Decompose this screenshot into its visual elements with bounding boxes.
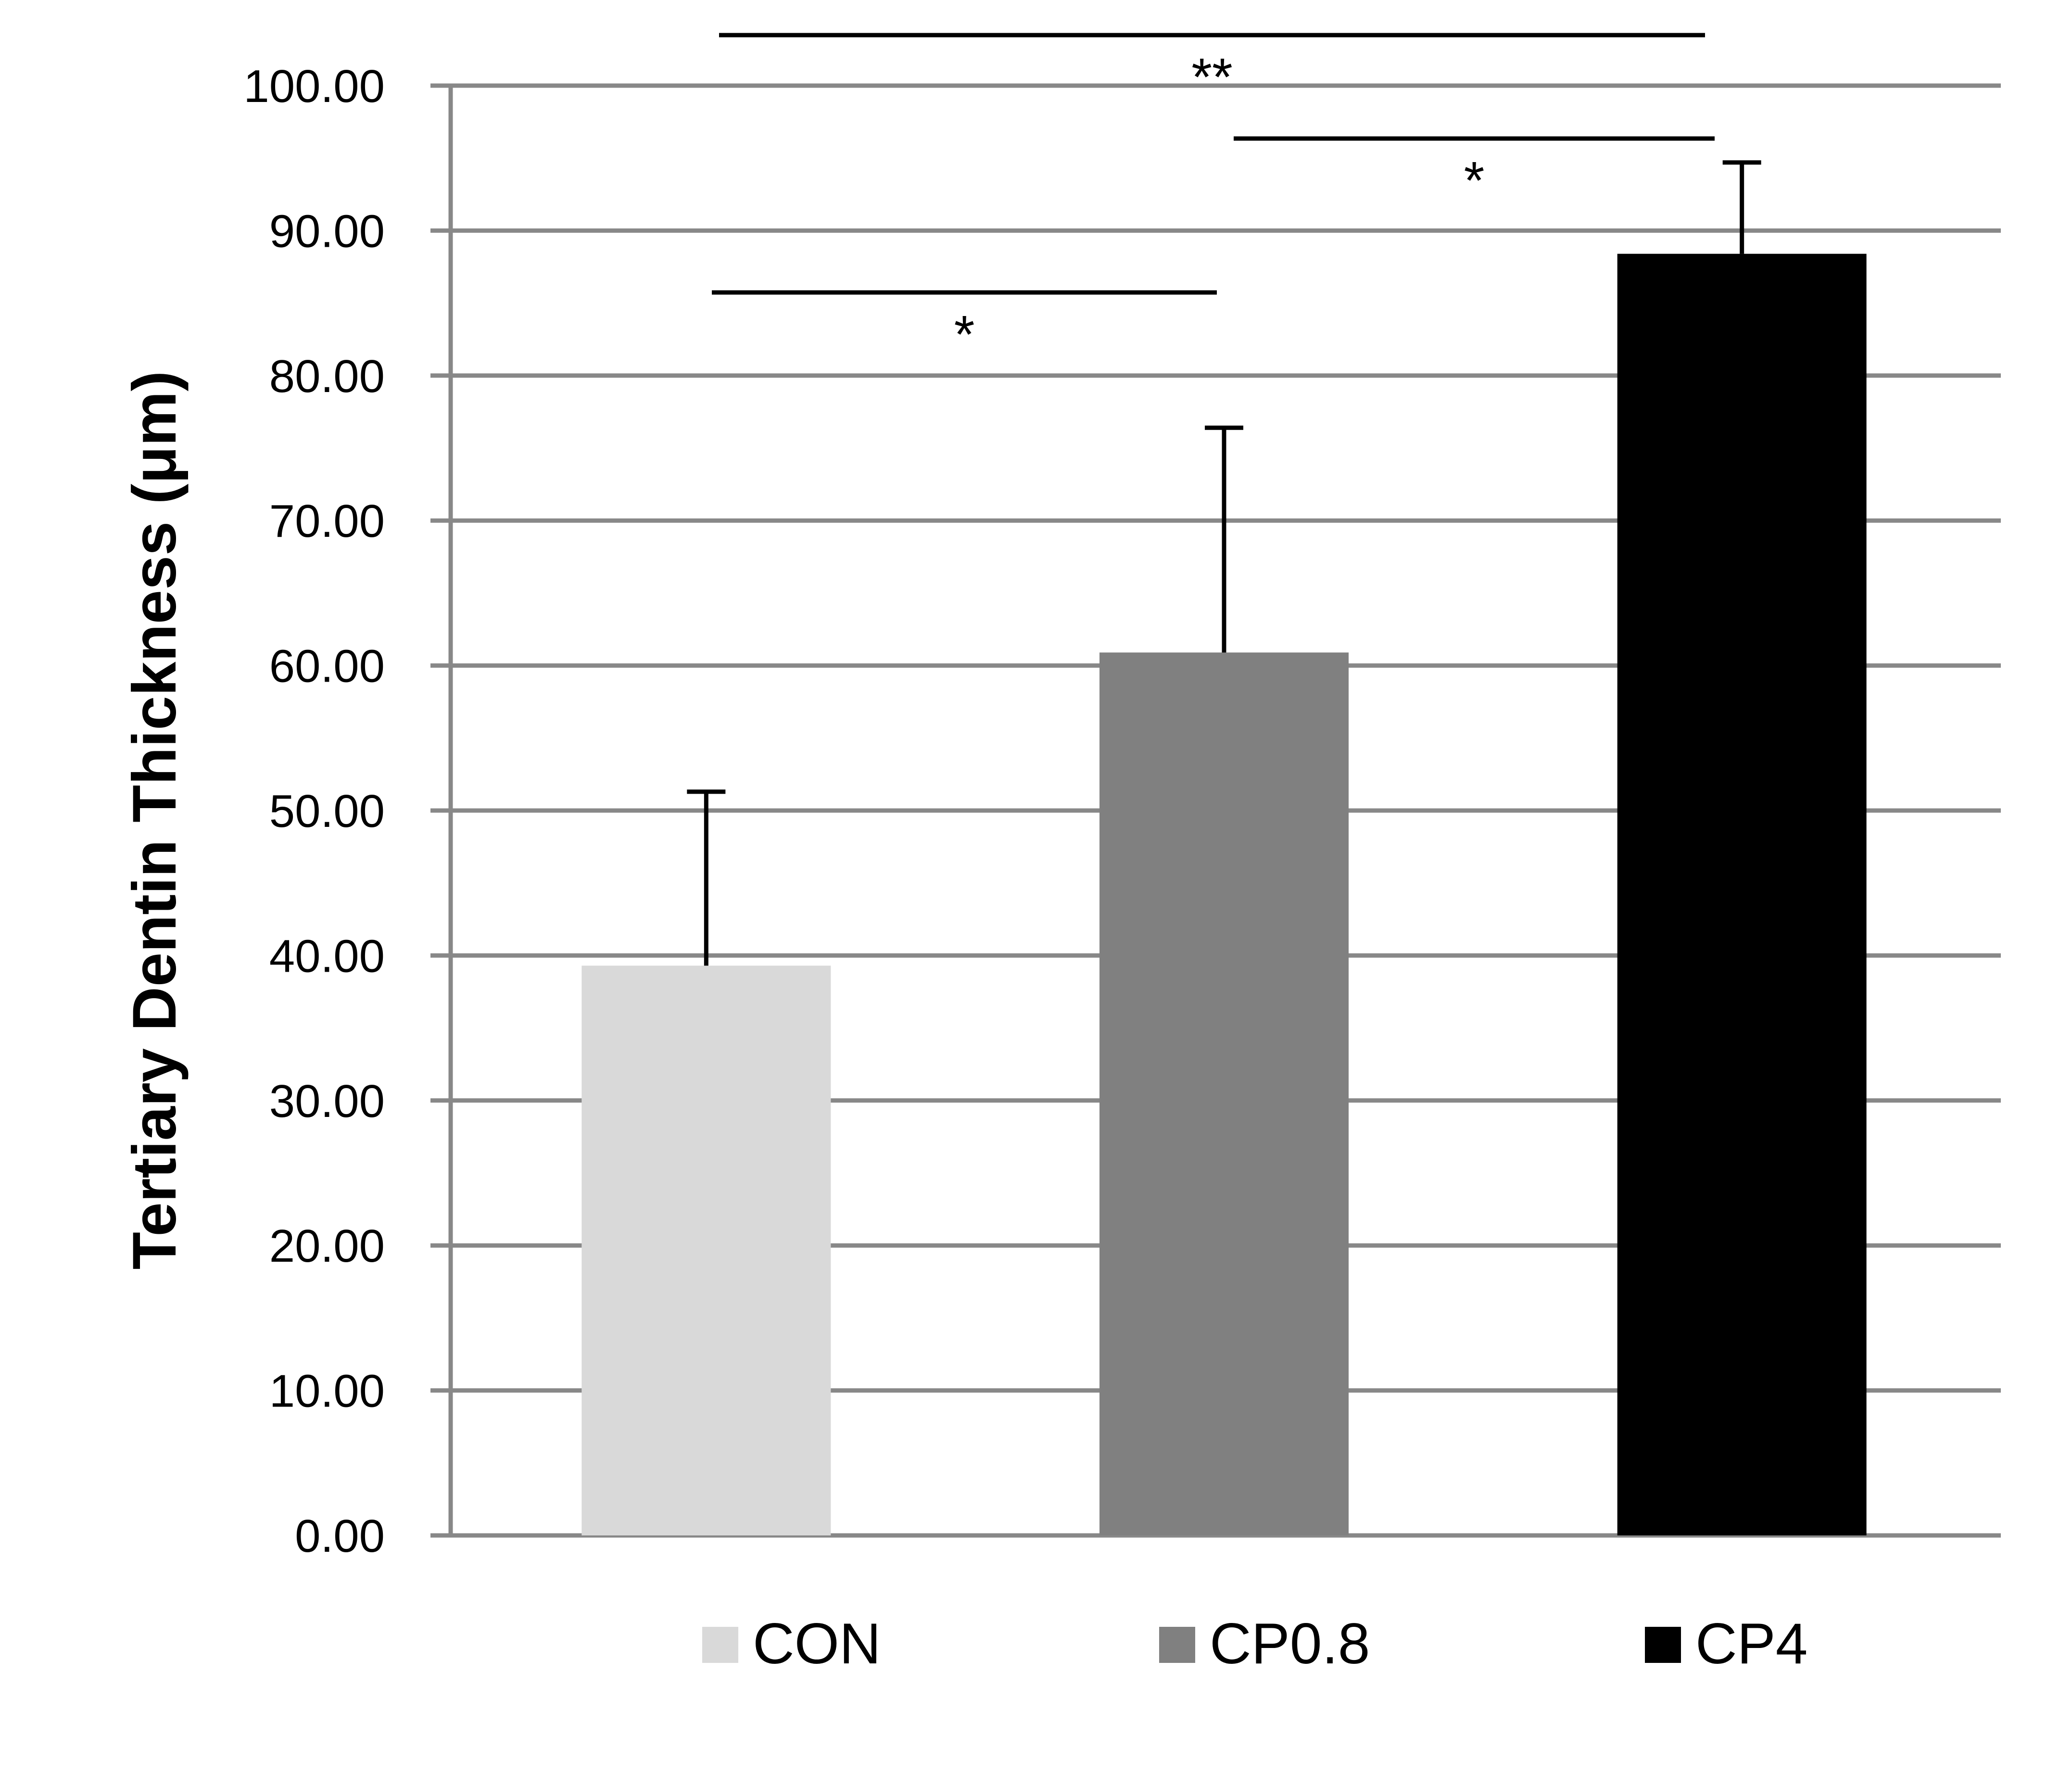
significance-brackets: **** — [712, 33, 1715, 364]
legend-label: CON — [753, 1611, 881, 1676]
y-tick-label: 0.00 — [295, 1510, 385, 1562]
y-tick-label: 20.00 — [269, 1220, 385, 1272]
significance-label: ** — [1191, 48, 1233, 107]
y-tick-label: 10.00 — [269, 1366, 385, 1417]
error-bars — [687, 160, 1761, 966]
y-tick-label: 30.00 — [269, 1076, 385, 1127]
bar-cp4 — [1617, 253, 1867, 1535]
y-axis-label: Tertiary Dentin Thickness (μm) — [120, 371, 189, 1269]
y-tick-label: 60.00 — [269, 641, 385, 692]
legend-swatch — [1159, 1627, 1195, 1663]
significance-label: * — [954, 305, 975, 364]
legend: CON CP0.8 CP4 — [702, 1611, 1807, 1676]
y-tick-label: 40.00 — [269, 930, 385, 982]
significance-label: * — [1464, 151, 1485, 210]
bars — [581, 253, 1867, 1535]
legend-label: CP4 — [1695, 1611, 1807, 1676]
bar-con — [581, 965, 831, 1535]
y-tick-label: 70.00 — [269, 495, 385, 547]
legend-swatch — [1645, 1627, 1681, 1663]
legend-swatch — [702, 1627, 738, 1663]
y-tick-labels: 0.00 10.00 20.00 30.00 40.00 50.00 60.00 70.00 8… — [243, 61, 385, 1562]
y-tick-label: 100.00 — [243, 61, 385, 112]
y-tick-label: 50.00 — [269, 786, 385, 837]
bar-cp0-8 — [1099, 652, 1349, 1535]
y-tick-label: 90.00 — [269, 205, 385, 257]
legend-label: CP0.8 — [1210, 1611, 1370, 1676]
y-tick-label: 80.00 — [269, 351, 385, 402]
